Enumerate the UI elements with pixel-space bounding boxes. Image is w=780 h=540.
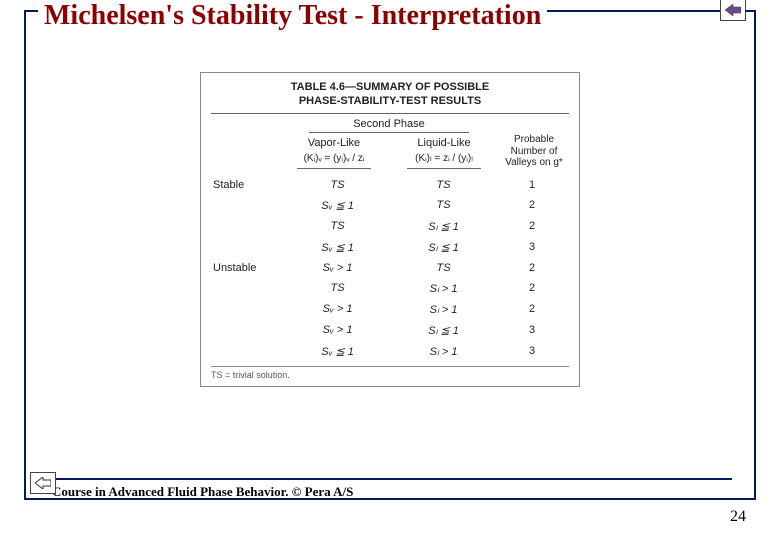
col-liquid-eq: (Kᵢ)ₗ = zᵢ / (yᵢ)ₗ [389, 153, 499, 164]
col-valleys-l2: Number of [511, 146, 558, 157]
row-valleys: 3 [495, 320, 569, 341]
col-valleys: Probable Number of Valleys on g* [499, 134, 569, 169]
table-row: UnstableSᵥ > 1TS2 [211, 258, 569, 278]
col-vapor-eq: (Kᵢ)ᵥ = (yᵢ)ᵥ / zᵢ [279, 153, 389, 164]
page-title: Michelsen's Stability Test - Interpretat… [44, 0, 541, 32]
row-liquid: Sₗ > 1 [392, 299, 495, 320]
row-vapor: Sᵥ ≦ 1 [283, 237, 392, 258]
row-valleys: 2 [495, 278, 569, 299]
row-stub [211, 216, 283, 237]
row-valleys: 2 [495, 216, 569, 237]
col-liquid-label: Liquid-Like [389, 137, 499, 149]
table-row: Sᵥ > 1Sₗ > 12 [211, 299, 569, 320]
row-vapor: Sᵥ > 1 [283, 299, 392, 320]
row-stub: Unstable [211, 258, 283, 278]
nav-back-button[interactable] [720, 0, 746, 21]
col-liquid-rule [407, 168, 481, 169]
footer-text: Course in Advanced Fluid Phase Behavior.… [52, 484, 353, 500]
row-liquid: Sₗ > 1 [392, 278, 495, 299]
row-stub [211, 341, 283, 362]
row-valleys: 2 [495, 299, 569, 320]
table-caption-line1: TABLE 4.6—SUMMARY OF POSSIBLE [291, 81, 489, 93]
col-valleys-l3: Valleys on g* [505, 157, 563, 168]
row-valleys: 2 [495, 258, 569, 278]
row-stub [211, 320, 283, 341]
row-vapor: Sᵥ ≦ 1 [283, 195, 392, 216]
arrow-left-icon [35, 477, 51, 489]
row-valleys: 3 [495, 237, 569, 258]
row-vapor: Sᵥ > 1 [283, 320, 392, 341]
footer-rule [48, 478, 732, 480]
row-liquid: Sₗ > 1 [392, 341, 495, 362]
table-row: Sᵥ ≦ 1TS2 [211, 195, 569, 216]
second-phase-group: Second Phase Vapor-Like (Kᵢ)ᵥ = (yᵢ)ᵥ / … [279, 118, 499, 169]
row-vapor: TS [283, 175, 392, 195]
col-vapor: Vapor-Like (Kᵢ)ᵥ = (yᵢ)ᵥ / zᵢ [279, 137, 389, 169]
arrow-left-icon [725, 4, 741, 16]
row-vapor: Sᵥ ≦ 1 [283, 341, 392, 362]
table-row: Sᵥ ≦ 1Sₗ > 13 [211, 341, 569, 362]
row-valleys: 2 [495, 195, 569, 216]
row-liquid: Sₗ ≦ 1 [392, 237, 495, 258]
row-stub [211, 278, 283, 299]
table-caption: TABLE 4.6—SUMMARY OF POSSIBLE PHASE-STAB… [211, 81, 569, 109]
row-vapor: TS [283, 278, 392, 299]
table-row: StableTSTS1 [211, 175, 569, 195]
row-liquid: TS [392, 258, 495, 278]
table-row: Sᵥ ≦ 1Sₗ ≦ 13 [211, 237, 569, 258]
second-phase-label: Second Phase [279, 118, 499, 130]
data-table: StableTSTS1Sᵥ ≦ 1TS2TSSₗ ≦ 12Sᵥ ≦ 1Sₗ ≦ … [211, 175, 569, 362]
table-caption-rule [211, 113, 569, 114]
table-row: Sᵥ > 1Sₗ ≦ 13 [211, 320, 569, 341]
page-number: 24 [730, 508, 746, 526]
row-valleys: 1 [495, 175, 569, 195]
table-header-row: Second Phase Vapor-Like (Kᵢ)ᵥ = (yᵢ)ᵥ / … [211, 118, 569, 169]
row-stub [211, 195, 283, 216]
row-liquid: TS [392, 195, 495, 216]
title-container: Michelsen's Stability Test - Interpretat… [38, 0, 547, 34]
table-row: TSSₗ > 12 [211, 278, 569, 299]
second-phase-rule [309, 132, 469, 133]
row-stub [211, 299, 283, 320]
nav-prev-button[interactable] [30, 472, 56, 494]
stability-table: TABLE 4.6—SUMMARY OF POSSIBLE PHASE-STAB… [200, 72, 580, 387]
col-vapor-rule [297, 168, 371, 169]
row-liquid: Sₗ ≦ 1 [392, 216, 495, 237]
table-row: TSSₗ ≦ 12 [211, 216, 569, 237]
col-valleys-l1: Probable [514, 134, 554, 145]
row-liquid: TS [392, 175, 495, 195]
row-vapor: Sᵥ > 1 [283, 258, 392, 278]
row-liquid: Sₗ ≦ 1 [392, 320, 495, 341]
row-vapor: TS [283, 216, 392, 237]
row-stub [211, 237, 283, 258]
col-vapor-label: Vapor-Like [279, 137, 389, 149]
col-liquid: Liquid-Like (Kᵢ)ₗ = zᵢ / (yᵢ)ₗ [389, 137, 499, 169]
row-valleys: 3 [495, 341, 569, 362]
row-stub: Stable [211, 175, 283, 195]
table-footnote: TS = trivial solution. [211, 366, 569, 380]
table-caption-line2: PHASE-STABILITY-TEST RESULTS [299, 95, 481, 107]
